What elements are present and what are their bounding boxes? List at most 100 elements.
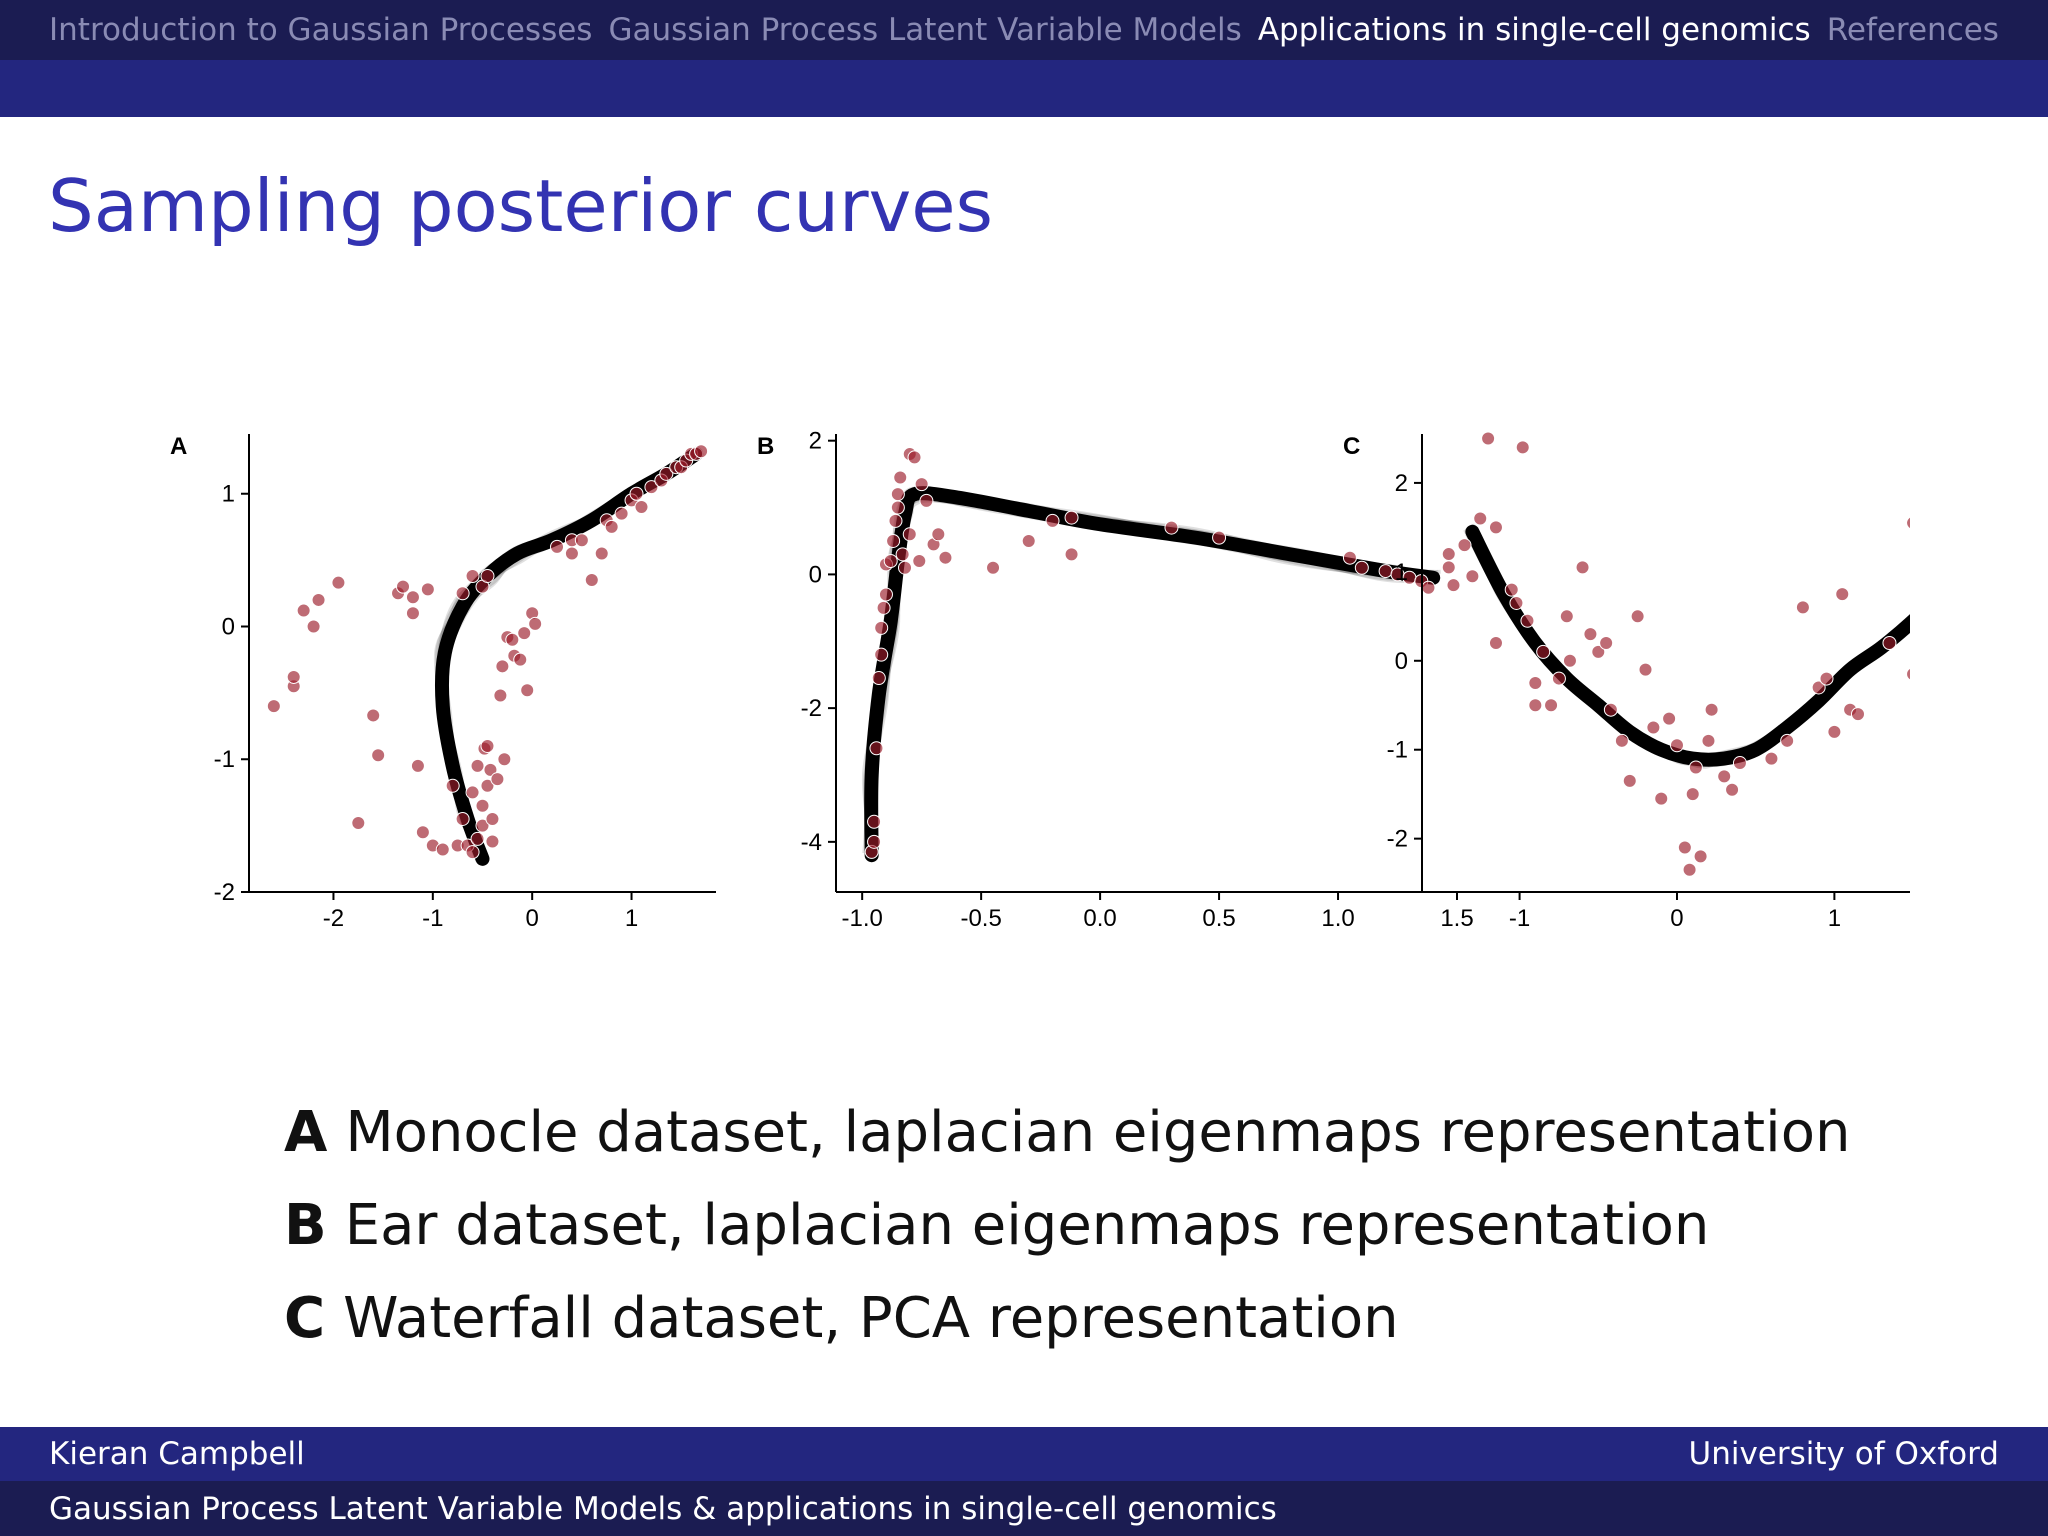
- data-point: [986, 560, 1001, 575]
- footer-institution: University of Oxford: [1688, 1436, 1999, 1472]
- y-tick-label: 1: [222, 481, 235, 508]
- data-point: [890, 500, 905, 515]
- data-point: [1646, 720, 1661, 735]
- posterior-sample-curve: [868, 491, 1435, 858]
- y-tick-label: -2: [801, 695, 822, 722]
- data-point: [907, 450, 922, 465]
- data-point: [876, 600, 891, 615]
- data-point: [888, 513, 903, 528]
- x-tick-label: 0: [526, 905, 539, 932]
- data-point: [1591, 644, 1606, 659]
- data-point: [898, 560, 912, 575]
- posterior-sample-curve: [439, 453, 697, 859]
- data-point: [405, 590, 420, 605]
- data-point: [550, 539, 565, 554]
- data-point: [465, 845, 480, 860]
- data-point: [1473, 511, 1488, 526]
- data-point: [871, 671, 886, 686]
- data-point: [1064, 510, 1079, 525]
- data-point: [1654, 791, 1669, 806]
- data-point: [1725, 782, 1740, 797]
- data-point: [1064, 547, 1079, 562]
- data-point: [1559, 609, 1574, 624]
- posterior-sample-curve: [868, 492, 1435, 855]
- caption-list: A Monocle dataset, laplacian eigenmaps re…: [284, 1098, 1850, 1377]
- y-tick-label: -2: [214, 879, 235, 906]
- data-point: [1638, 662, 1653, 677]
- data-point: [1528, 676, 1543, 691]
- caption-c: C Waterfall dataset, PCA representation: [284, 1284, 1850, 1377]
- posterior-sample-curve: [861, 491, 1435, 848]
- data-point: [485, 811, 500, 826]
- data-point: [1504, 582, 1519, 597]
- data-point: [1515, 440, 1530, 455]
- data-point: [497, 752, 512, 767]
- data-point: [1457, 538, 1472, 553]
- panel-a: A -2 -1 0 1 -2 -1 0 1: [170, 433, 716, 932]
- panel-letter: B: [757, 433, 774, 460]
- data-point: [869, 741, 884, 756]
- x-tick-label: 0: [1670, 905, 1683, 932]
- data-point: [1704, 702, 1719, 717]
- data-point: [1488, 520, 1503, 535]
- posterior-sample-curve: [863, 493, 1436, 849]
- nav-item-references[interactable]: References: [1826, 12, 1999, 48]
- data-point: [1811, 680, 1826, 695]
- data-point: [912, 554, 927, 569]
- data-point: [574, 533, 589, 548]
- data-point: [517, 626, 532, 641]
- data-point: [405, 606, 420, 621]
- data-point: [594, 546, 609, 561]
- footer-bar: Kieran Campbell University of Oxford: [0, 1427, 2048, 1481]
- posterior-sample-curve: [868, 492, 1435, 855]
- data-point: [1669, 738, 1684, 753]
- y-tick-label: 0: [1395, 648, 1408, 675]
- posterior-sample-curve: [441, 451, 698, 861]
- posterior-mean-curve: [434, 446, 704, 866]
- posterior-sample-curve: [868, 488, 1431, 855]
- data-point: [1819, 671, 1834, 686]
- x-tick-label: -1: [422, 905, 443, 932]
- data-point: [890, 487, 905, 502]
- nav-item-intro-gp[interactable]: Introduction to Gaussian Processes: [49, 12, 593, 48]
- data-point: [564, 546, 579, 561]
- data-point: [1717, 769, 1732, 784]
- x-tick-label: 1: [625, 905, 638, 932]
- caption-text-b: Ear dataset, laplacian eigenmaps represe…: [344, 1193, 1710, 1258]
- caption-text-a: Monocle dataset, laplacian eigenmaps rep…: [345, 1100, 1851, 1165]
- nav-item-applications[interactable]: Applications in single-cell genomics: [1257, 12, 1811, 48]
- data-point: [331, 575, 346, 590]
- posterior-mean-curve: [864, 486, 1441, 863]
- data-point: [1378, 564, 1393, 579]
- data-point: [938, 550, 953, 565]
- x-tick-label: -1.0: [841, 905, 882, 932]
- data-point: [1764, 751, 1779, 766]
- data-point: [306, 619, 321, 634]
- data-point: [1682, 862, 1697, 877]
- data-point: [420, 582, 435, 597]
- data-point: [415, 825, 430, 840]
- x-tick-label: 1: [1828, 905, 1841, 932]
- data-point: [644, 480, 659, 495]
- data-point: [874, 620, 889, 635]
- data-point: [634, 500, 649, 515]
- data-point: [465, 785, 480, 800]
- data-point: [480, 778, 495, 793]
- data-point: [604, 519, 619, 534]
- data-point: [1536, 644, 1551, 659]
- nav-item-gplvm[interactable]: Gaussian Process Latent Variable Models: [608, 12, 1242, 48]
- data-point: [902, 527, 917, 542]
- data-point: [1677, 840, 1692, 855]
- y-tick-label: 0: [222, 613, 235, 640]
- data-point: [1509, 595, 1524, 610]
- data-point: [1906, 667, 1910, 681]
- data-point: [878, 587, 893, 602]
- data-point: [1701, 733, 1716, 748]
- data-point: [1906, 516, 1910, 530]
- data-point: [528, 616, 543, 631]
- data-point: [480, 738, 495, 753]
- data-point: [1562, 653, 1577, 668]
- posterior-sample-curve: [439, 453, 697, 859]
- data-point: [1827, 724, 1842, 739]
- x-tick-label: 0.5: [1202, 905, 1235, 932]
